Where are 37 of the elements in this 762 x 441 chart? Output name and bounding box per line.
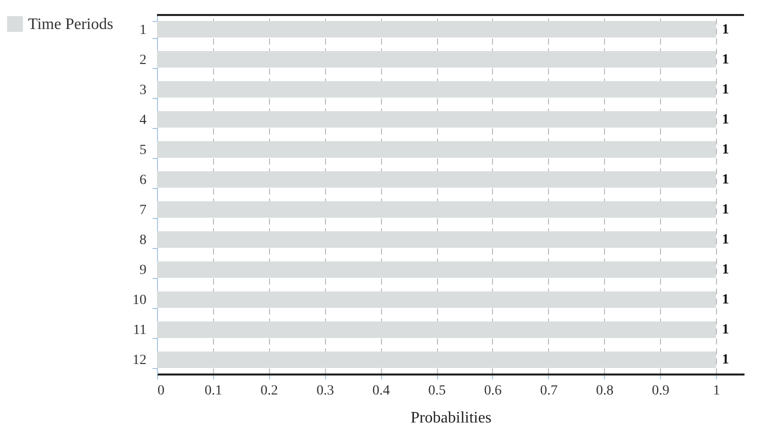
data-label: 1: [722, 172, 730, 188]
x-tick-label: 0.7: [540, 384, 558, 398]
x-tick-label: 0.5: [428, 384, 446, 398]
y-tick-label: 4: [140, 112, 146, 128]
y-tick-label: 10: [132, 293, 146, 308]
data-label: 1: [722, 52, 730, 68]
y-tick-label: 2: [140, 52, 146, 68]
data-label: 1: [722, 142, 730, 158]
y-tick-label: 7: [140, 203, 146, 218]
x-axis-title: Probabilities: [410, 410, 492, 426]
y-tick-label: 12: [132, 353, 146, 368]
legend-label: Time Periods: [28, 16, 114, 33]
data-label: 1: [722, 292, 730, 308]
y-tick-label: 6: [140, 172, 146, 188]
data-label: 1: [722, 322, 730, 338]
data-label: 1: [722, 22, 730, 38]
data-label: 1: [722, 352, 730, 368]
y-tick-label: 3: [140, 82, 146, 98]
x-tick-label: 0: [158, 384, 164, 398]
x-tick-label: 1: [713, 384, 720, 398]
y-tick-label: 9: [140, 263, 146, 278]
x-tick-label: 0.4: [372, 384, 390, 398]
y-tick-label: 8: [140, 233, 146, 248]
x-tick-label: 0.8: [596, 384, 614, 398]
y-tick-label: 1: [140, 22, 146, 38]
y-tick-label: 11: [133, 323, 146, 338]
data-label: 1: [722, 262, 730, 278]
data-label: 1: [722, 82, 730, 98]
data-label: 1: [722, 112, 730, 128]
x-tick-label: 0.2: [260, 384, 278, 398]
data-label: 1: [722, 232, 730, 248]
x-tick-label: 0.3: [316, 384, 334, 398]
x-tick-label: 0.6: [484, 384, 502, 398]
y-tick-label: 5: [140, 142, 146, 158]
x-tick-label: 0.9: [652, 384, 670, 398]
x-tick-label: 0.1: [204, 384, 222, 398]
data-label: 1: [722, 202, 730, 218]
